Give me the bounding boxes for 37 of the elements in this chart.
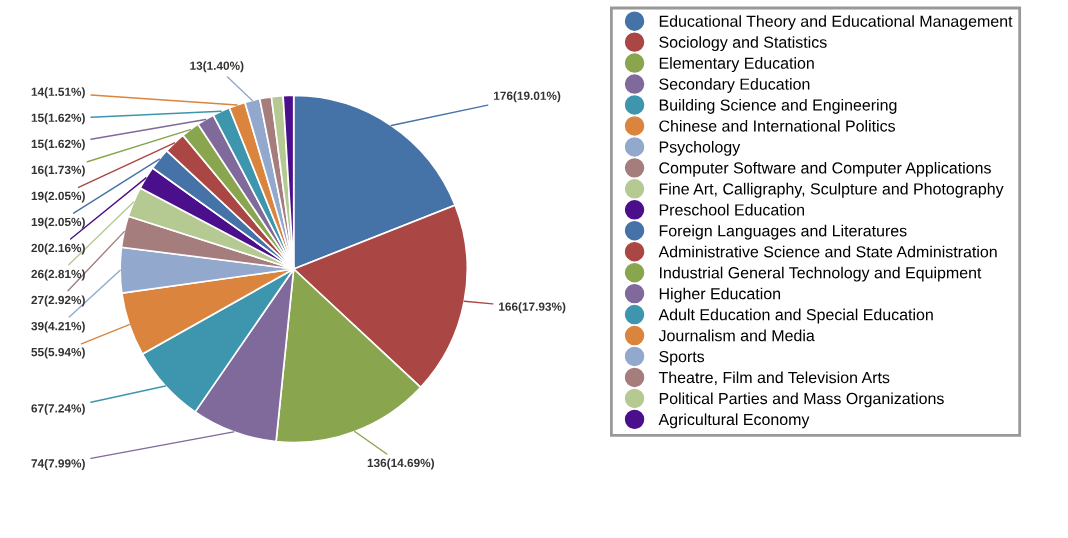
data-label: 19(2.05%) — [31, 191, 85, 203]
legend-label: Fine Art, Calligraphy, Sculpture and Photography — [659, 182, 1004, 198]
data-label: 67(7.24%) — [31, 403, 85, 415]
data-label: 16(1.73%) — [31, 165, 85, 177]
legend-label: Chinese and International Politics — [659, 119, 896, 132]
legend-label: Educational Theory and Educational Management — [659, 15, 1013, 31]
legend-label: Adult Education and Special Education — [658, 308, 933, 324]
data-label: 55(5.94%) — [31, 347, 85, 359]
legend-label: Psychology — [659, 140, 741, 156]
data-label: 74(7.99%) — [31, 458, 85, 470]
legend-label: Higher Education — [659, 287, 781, 303]
legend-label: Secondary Education — [659, 78, 810, 93]
data-label: 20(2.16%) — [31, 243, 85, 255]
legend-label: Administrative Science and State Administration — [658, 245, 997, 258]
data-label: 26(2.81%) — [31, 269, 85, 281]
legend-label: Elementary Education — [659, 57, 814, 72]
data-label: 15(1.62%) — [31, 113, 85, 125]
data-label: 166(17.93%) — [499, 302, 566, 314]
legend-label: Sociology and Statistics — [659, 36, 827, 52]
data-label: 15(1.62%) — [31, 139, 85, 151]
legend-label: Preschool Education — [659, 203, 804, 216]
legend-label: Journalism and Media — [658, 329, 815, 342]
legend-label: Sports — [659, 350, 705, 366]
legend-label: Theatre, Film and Television Arts — [658, 371, 890, 386]
data-label: 176(19.01%) — [494, 91, 561, 103]
data-label: 19(2.05%) — [31, 217, 85, 229]
legend-label: Agricultural Economy — [658, 413, 810, 429]
legend-label: Industrial General Technology and Equipment — [660, 266, 982, 282]
data-label: 14(1.51%) — [31, 87, 85, 99]
legend-label: Political Parties and Mass Organizations — [659, 392, 944, 408]
data-label: 13(1.40%) — [190, 61, 244, 73]
data-label: 39(4.21%) — [31, 321, 85, 333]
legend-label: Computer Software and Computer Applications — [659, 161, 991, 177]
legend-label: Building Science and Engineering — [659, 99, 897, 114]
legend-label: Foreign Languages and Literatures — [659, 224, 907, 240]
data-label: 27(2.92%) — [31, 295, 85, 307]
data-label: 136(14.69%) — [367, 458, 434, 470]
